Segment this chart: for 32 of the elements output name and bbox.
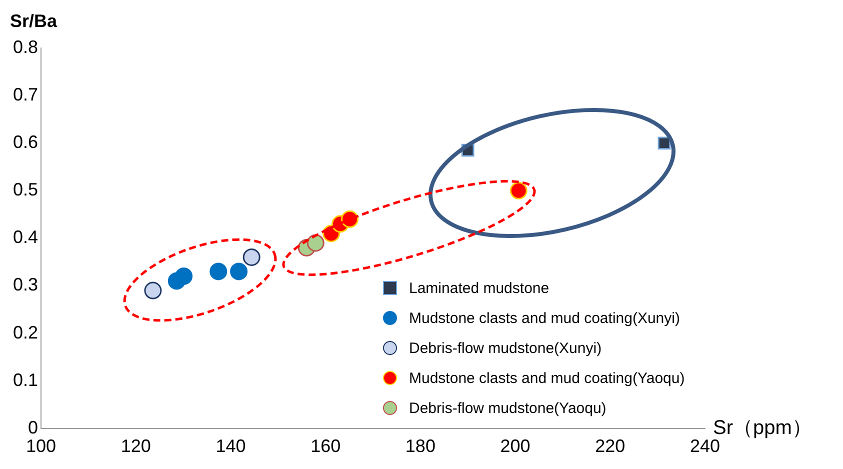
x-tick-label: 220: [595, 436, 626, 456]
y-tick-label: 0.3: [12, 274, 38, 295]
x-tick-label: 200: [500, 436, 530, 456]
x-tick-label: 140: [216, 436, 246, 456]
point: [306, 234, 324, 252]
y-tick-label: 0.5: [12, 180, 38, 200]
legend-label: Laminated mudstone: [409, 280, 550, 297]
y-axis-title: Sr/Ba: [10, 10, 58, 31]
y-tick-label: 0.1: [12, 370, 38, 390]
y-tick-label: 0.6: [12, 132, 38, 152]
y-tick-label: 0: [28, 417, 38, 438]
point: [144, 282, 162, 300]
x-tick-label: 100: [26, 436, 56, 456]
x-tick-label: 180: [405, 436, 436, 456]
y-tick-label: 0.4: [12, 227, 38, 248]
point: [230, 262, 248, 280]
x-axis-title: Sr（ppm）: [713, 416, 812, 439]
point: [242, 248, 260, 266]
point: [210, 262, 228, 280]
y-tick-label: 0.8: [12, 36, 38, 57]
y-tick-label: 0.7: [12, 84, 38, 105]
legend-label: Mudstone clasts and mud coating(Yaoqu): [409, 370, 685, 387]
point: [175, 267, 193, 285]
point: [658, 136, 671, 150]
y-tick-label: 0.2: [12, 322, 38, 342]
x-tick-label: 160: [310, 436, 341, 456]
legend-label: Mudstone clasts and mud coating(Xunyi): [409, 310, 680, 327]
point: [510, 182, 528, 200]
legend-label: Debris-flow mudstone(Yaoqu): [409, 400, 606, 417]
x-tick-label: 120: [120, 436, 151, 456]
legend-label: Debris-flow mudstone(Xunyi): [409, 340, 602, 357]
x-tick-label: 240: [690, 436, 720, 456]
